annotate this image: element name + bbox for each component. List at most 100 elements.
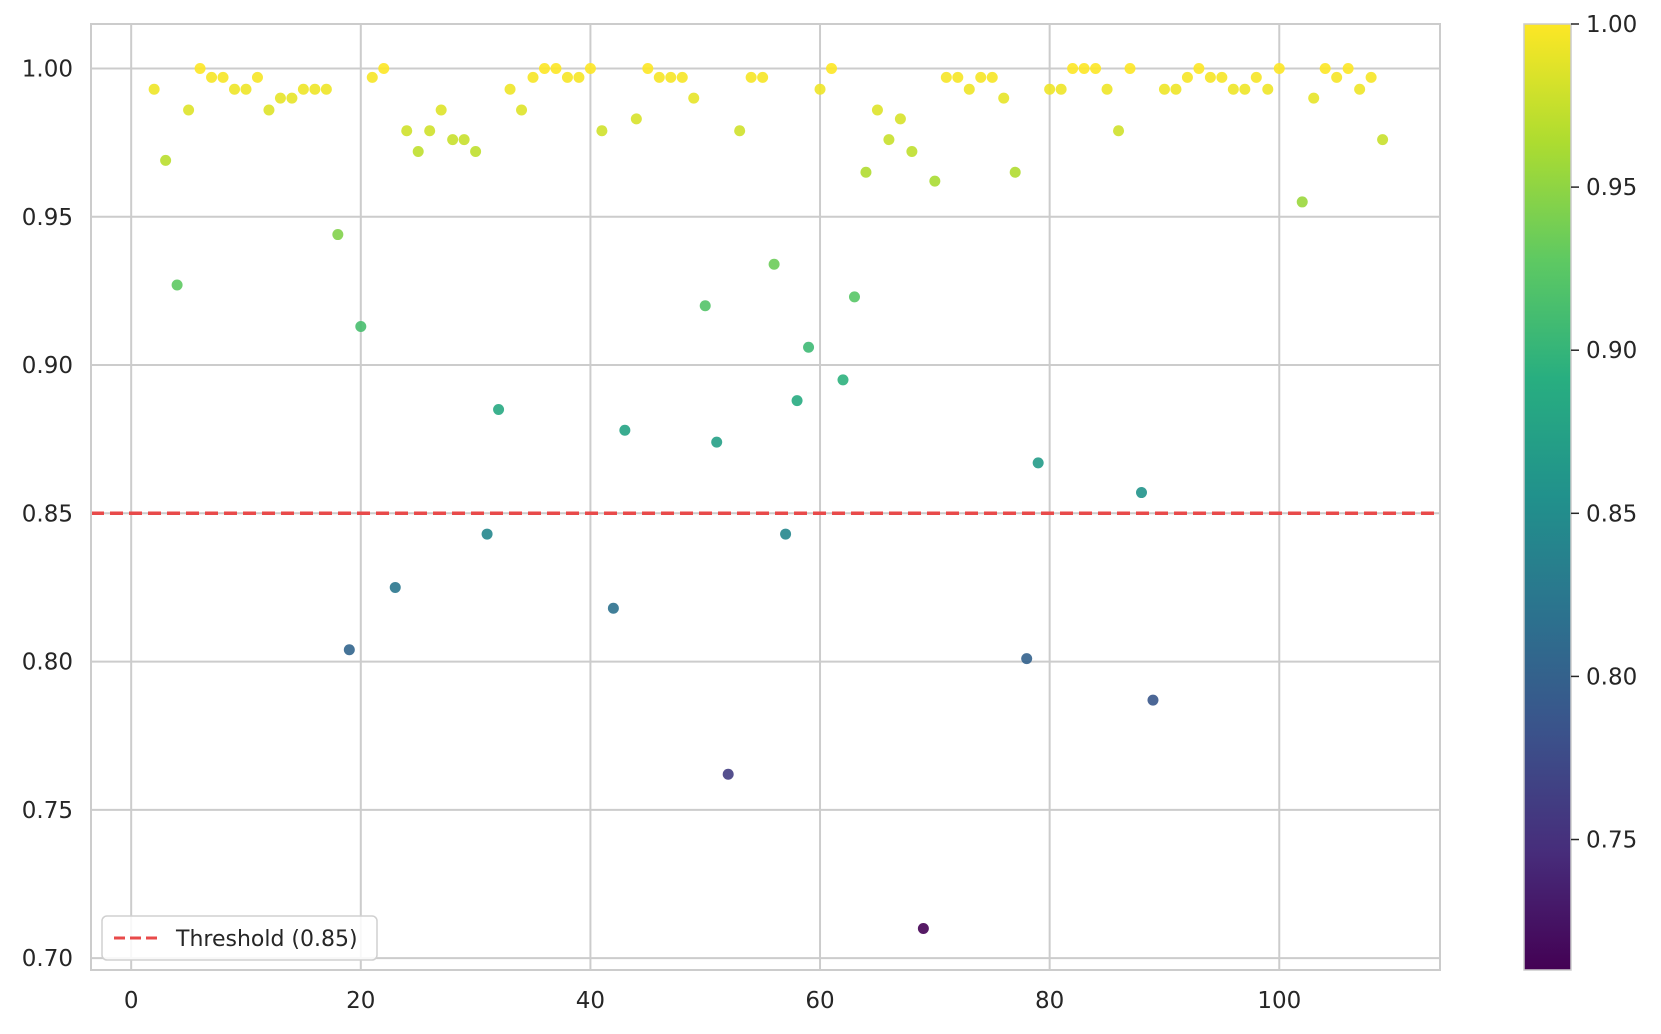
- data-point: [1009, 166, 1021, 178]
- data-point: [504, 83, 516, 95]
- data-point: [1101, 83, 1113, 95]
- y-tick-label: 0.70: [22, 946, 73, 972]
- data-point: [952, 71, 964, 83]
- x-tick-label: 100: [1257, 988, 1301, 1014]
- x-tick-label: 0: [124, 988, 139, 1014]
- data-point: [343, 644, 355, 656]
- data-point: [1021, 653, 1033, 665]
- legend: Threshold (0.85): [101, 915, 378, 961]
- data-point: [757, 71, 769, 83]
- data-point: [734, 125, 746, 137]
- data-point: [1342, 62, 1354, 74]
- data-point: [1365, 71, 1377, 83]
- data-point: [1055, 83, 1067, 95]
- data-point: [1308, 92, 1320, 104]
- data-point: [251, 71, 263, 83]
- colorbar-ticks: 0.75 0.80 0.85 0.90 0.95 1.00: [1571, 12, 1637, 854]
- plot-background: [91, 24, 1440, 970]
- data-point: [527, 71, 539, 83]
- plot-frame: [90, 23, 1441, 971]
- data-point: [1296, 196, 1308, 208]
- data-point: [1113, 125, 1125, 137]
- data-point: [998, 92, 1010, 104]
- data-point: [837, 374, 849, 386]
- data-point: [148, 83, 160, 95]
- data-point: [1044, 83, 1056, 95]
- colorbar-tick-label: 0.80: [1586, 664, 1637, 690]
- data-point: [1262, 83, 1274, 95]
- data-point: [1354, 83, 1366, 95]
- data-point: [1273, 62, 1285, 74]
- colorbar: 0.75 0.80 0.85 0.90 0.95 1.00: [1523, 12, 1637, 971]
- data-point: [1193, 62, 1205, 74]
- data-point: [470, 146, 482, 158]
- data-point: [355, 320, 367, 332]
- data-point: [688, 92, 700, 104]
- colorbar-tick-label: 0.90: [1586, 338, 1637, 364]
- data-point: [653, 71, 665, 83]
- data-point: [699, 300, 711, 312]
- data-point: [435, 104, 447, 116]
- data-point: [171, 279, 183, 291]
- data-point: [665, 71, 677, 83]
- data-point: [297, 83, 309, 95]
- data-point: [217, 71, 229, 83]
- data-point: [1032, 457, 1044, 469]
- data-point: [458, 134, 470, 146]
- y-tick-label: 0.90: [22, 353, 73, 379]
- data-point: [389, 581, 401, 593]
- data-point: [1170, 83, 1182, 95]
- data-point: [1158, 83, 1170, 95]
- data-point: [1216, 71, 1228, 83]
- data-point: [412, 146, 424, 158]
- data-point: [263, 104, 275, 116]
- data-point: [493, 404, 505, 416]
- data-point: [894, 113, 906, 125]
- data-point: [1227, 83, 1239, 95]
- data-point: [768, 258, 780, 270]
- data-point: [1319, 62, 1331, 74]
- data-point: [274, 92, 286, 104]
- data-point: [1124, 62, 1136, 74]
- data-point: [596, 125, 608, 137]
- data-point: [1250, 71, 1262, 83]
- data-point: [780, 528, 792, 540]
- data-point: [481, 528, 493, 540]
- y-axis-ticks: 0.70 0.75 0.80 0.85 0.90 0.95 1.00: [22, 56, 73, 972]
- data-point: [550, 62, 562, 74]
- y-tick-label: 0.85: [22, 501, 73, 527]
- data-point: [940, 71, 952, 83]
- data-point: [160, 154, 172, 166]
- plot-area: [90, 23, 1441, 971]
- data-point: [848, 291, 860, 303]
- data-point: [573, 71, 585, 83]
- colorbar-tick-label: 0.95: [1586, 175, 1637, 201]
- x-axis-ticks: 0 20 40 60 80 100: [124, 988, 1301, 1014]
- colorbar-gradient: [1523, 23, 1572, 971]
- data-point: [1135, 487, 1147, 499]
- data-point: [607, 602, 619, 614]
- data-point: [676, 71, 688, 83]
- data-point: [1147, 694, 1159, 706]
- legend-threshold-label: Threshold (0.85): [175, 927, 358, 952]
- y-tick-label: 1.00: [22, 56, 73, 82]
- colorbar-tick-label: 0.75: [1586, 828, 1637, 854]
- data-point: [722, 768, 734, 780]
- x-tick-label: 20: [346, 988, 375, 1014]
- data-point: [630, 113, 642, 125]
- x-tick-label: 40: [576, 988, 605, 1014]
- data-point: [791, 395, 803, 407]
- data-point: [194, 62, 206, 74]
- x-tick-label: 80: [1035, 988, 1064, 1014]
- data-point: [975, 71, 987, 83]
- data-point: [206, 71, 218, 83]
- data-point: [963, 83, 975, 95]
- data-point: [1331, 71, 1343, 83]
- y-tick-label: 0.80: [22, 650, 73, 676]
- colorbar-tick-label: 0.85: [1586, 501, 1637, 527]
- data-point: [803, 341, 815, 353]
- data-point: [917, 922, 929, 934]
- data-point: [1377, 134, 1389, 146]
- data-point: [871, 104, 883, 116]
